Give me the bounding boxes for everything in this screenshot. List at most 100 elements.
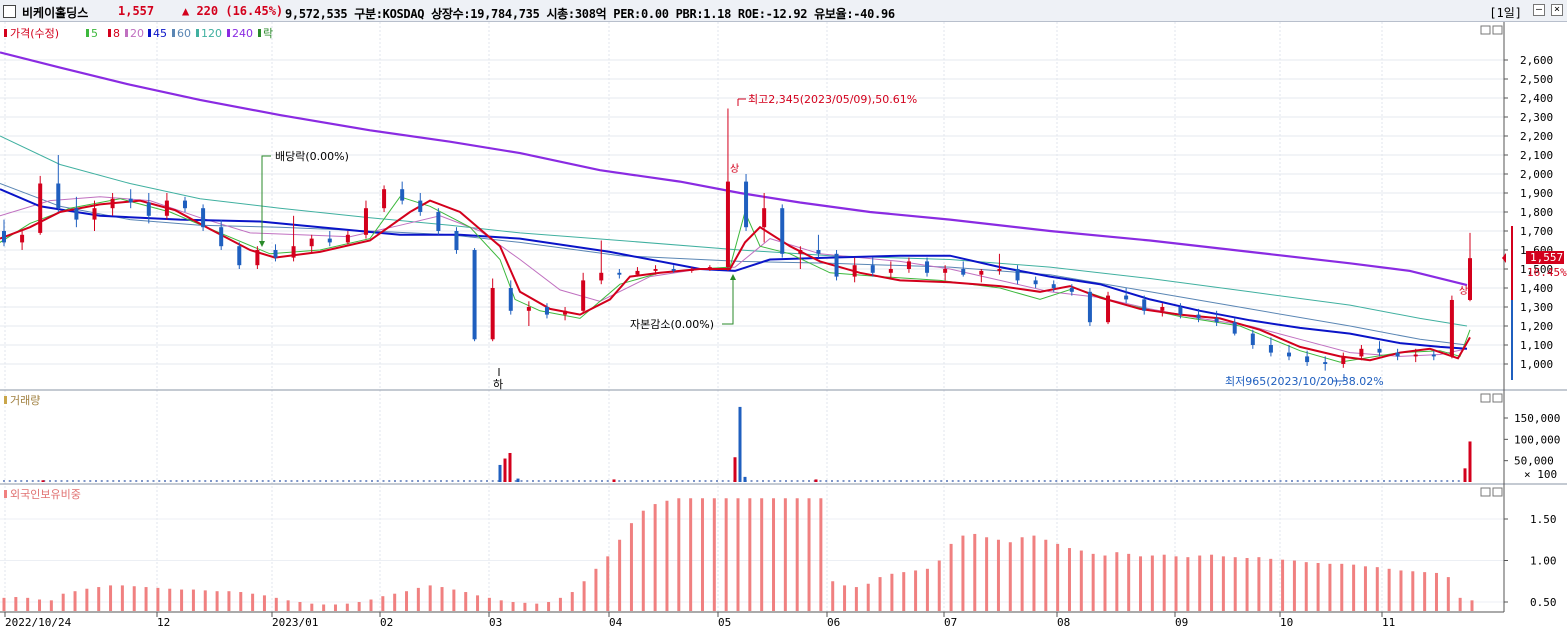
volume-tick-label: 100,000 bbox=[1514, 433, 1560, 446]
foreign-bar bbox=[973, 533, 977, 611]
volume-bar-small bbox=[227, 480, 230, 482]
volume-bar-small bbox=[1411, 480, 1414, 482]
foreign-bar bbox=[85, 588, 89, 611]
foreign-bar bbox=[535, 603, 539, 611]
candle-body bbox=[852, 265, 857, 277]
candle-body bbox=[997, 269, 1002, 271]
volume-bar-small bbox=[882, 480, 885, 482]
foreign-bar bbox=[156, 587, 160, 611]
candle-body bbox=[400, 189, 405, 201]
foreign-bar bbox=[700, 498, 704, 611]
current-price-tag: 1,557 16.45% bbox=[1502, 226, 1567, 380]
price-tick-label: 2,400 bbox=[1520, 92, 1553, 105]
foreign-bar bbox=[191, 589, 195, 611]
foreign-bar bbox=[1470, 600, 1474, 611]
legend-ma20: 20 bbox=[130, 27, 144, 40]
volume-bar-small bbox=[348, 480, 350, 482]
legend-ma120: 120 bbox=[201, 27, 222, 40]
volume-bar-small bbox=[1107, 480, 1109, 482]
foreign-bar bbox=[1363, 566, 1367, 611]
select-checkbox[interactable] bbox=[3, 5, 16, 18]
candle-body bbox=[762, 208, 767, 228]
period-button[interactable]: [1일] bbox=[1489, 6, 1522, 20]
foreign-bar bbox=[357, 602, 361, 611]
foreign-bar bbox=[1446, 577, 1450, 611]
volume-bar-small bbox=[606, 480, 609, 482]
month-label: 10 bbox=[1280, 616, 1293, 629]
candle-body bbox=[599, 272, 604, 281]
pane2-restore-icon[interactable] bbox=[1480, 393, 1491, 403]
foreign-bar bbox=[1269, 558, 1273, 611]
month-label: 06 bbox=[827, 616, 840, 629]
candle-body bbox=[617, 272, 622, 275]
volume-bar-small bbox=[543, 480, 546, 482]
foreign-bar bbox=[618, 539, 622, 611]
pane2-close-icon[interactable] bbox=[1492, 393, 1503, 403]
volume-bar-small bbox=[1032, 480, 1035, 482]
pane3-restore-icon[interactable] bbox=[1480, 487, 1491, 497]
volume-bar-small bbox=[169, 480, 172, 482]
volume-bar-small bbox=[888, 480, 891, 482]
volume-bar bbox=[612, 479, 616, 482]
pane1-restore-icon[interactable] bbox=[1480, 25, 1491, 35]
volume-bar-small bbox=[520, 480, 523, 482]
candle-body bbox=[943, 269, 948, 273]
foreign-bar bbox=[665, 500, 669, 611]
volume-bar-small bbox=[1147, 480, 1150, 482]
foreign-bar bbox=[523, 602, 527, 611]
candle-body bbox=[74, 208, 79, 220]
candle-body bbox=[689, 269, 694, 271]
month-label: 04 bbox=[609, 616, 623, 629]
volume-bar-small bbox=[152, 480, 155, 482]
candle-body bbox=[327, 238, 332, 243]
candle-body bbox=[1359, 348, 1364, 357]
volume-bar-small bbox=[204, 480, 207, 482]
volume-bar-small bbox=[1319, 480, 1322, 482]
foreign-bar bbox=[795, 498, 799, 611]
volume-bar bbox=[41, 480, 45, 482]
foreign-bar bbox=[689, 498, 693, 611]
volume-bar-small bbox=[1285, 480, 1288, 482]
volume-bar-small bbox=[77, 480, 80, 482]
volume-bar-small bbox=[187, 480, 189, 482]
volume-bar-small bbox=[290, 480, 293, 482]
volume-bar-small bbox=[451, 480, 454, 482]
candle-body bbox=[1160, 307, 1165, 311]
volume-bar-small bbox=[411, 480, 414, 482]
foreign-bar bbox=[1434, 572, 1438, 611]
volume-bar-small bbox=[601, 480, 603, 482]
foreign-bar bbox=[274, 597, 278, 611]
foreign-bar bbox=[1328, 563, 1332, 611]
volume-bar-small bbox=[836, 480, 839, 482]
foreign-tick-label: 1.50 bbox=[1530, 513, 1557, 526]
volume-bar-small bbox=[1273, 480, 1276, 482]
pane3-close-icon[interactable] bbox=[1492, 487, 1503, 497]
volume-bar-small bbox=[1383, 480, 1385, 482]
volume-bar-small bbox=[405, 480, 408, 482]
foreign-bar bbox=[487, 597, 491, 611]
stock-name[interactable]: 비케이홀딩스 bbox=[22, 6, 89, 20]
legend-price: 가격(수정) bbox=[10, 27, 59, 40]
foreign-bar bbox=[677, 498, 681, 611]
foreign-bar bbox=[1304, 562, 1308, 611]
candle-body bbox=[1196, 314, 1201, 319]
volume-bar bbox=[814, 479, 818, 482]
foreign-bar bbox=[1067, 548, 1071, 611]
foreign-bar bbox=[416, 587, 420, 611]
candle-body bbox=[128, 198, 133, 203]
volume-bar-small bbox=[1078, 480, 1081, 482]
ma60-line bbox=[0, 183, 1468, 346]
volume-bar-small bbox=[135, 480, 138, 482]
close-icon[interactable]: × bbox=[1551, 4, 1563, 16]
pane1-close-icon[interactable] bbox=[1492, 25, 1503, 35]
candle-body bbox=[38, 183, 43, 233]
foreign-bar bbox=[748, 498, 752, 611]
minimize-icon[interactable]: – bbox=[1533, 4, 1545, 16]
volume-bar-small bbox=[1406, 480, 1408, 482]
foreign-legend: 외국인보유비중 bbox=[4, 488, 81, 501]
candle-body bbox=[834, 253, 839, 277]
foreign-bar bbox=[594, 568, 598, 611]
foreign-bar bbox=[393, 593, 397, 611]
foreign-bar bbox=[1210, 554, 1214, 611]
